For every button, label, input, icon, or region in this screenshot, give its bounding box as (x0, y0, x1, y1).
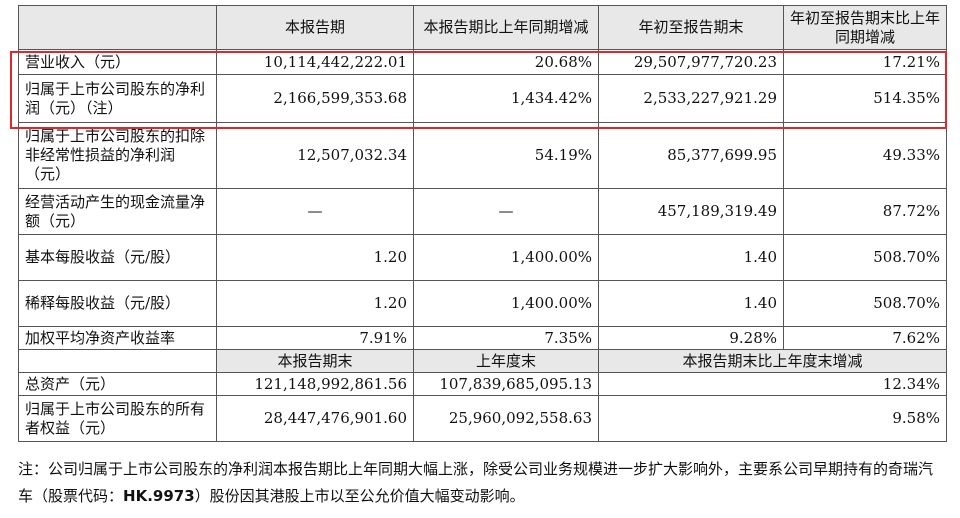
cell-value: 7.62% (783, 326, 947, 350)
cell-value: 28,447,476,901.60 (216, 395, 414, 442)
stock-code: HK.9973 (123, 487, 195, 505)
cell-value: 1,400.00% (413, 280, 599, 327)
header-blank-cell (18, 5, 217, 50)
footnote-text-end: ）股份因其港股上市以至公允价值大幅变动影响。 (194, 487, 525, 505)
table-row: 归属于上市公司股东的扣除非经常性损益的净利润（元） 12,507,032.34 … (18, 122, 947, 189)
cell-value: 457,189,319.49 (598, 188, 784, 235)
subheader-change: 本报告期末比上年度末增减 (598, 349, 947, 373)
cell-value: 121,148,992,861.56 (216, 372, 414, 396)
cell-value: 87.72% (783, 188, 947, 235)
row-label: 营业收入（元） (18, 49, 217, 75)
table-subheader-row: 本报告期末 上年度末 本报告期末比上年度末增减 (18, 349, 947, 373)
cell-value: — (216, 188, 414, 235)
footnote-text: 注：公司归属于上市公司股东的净利润本报告期比上年同期大幅上涨，除受公司业务规模进… (18, 460, 934, 505)
row-label: 基本每股收益（元/股） (18, 234, 217, 281)
row-label: 归属于上市公司股东的净利润（元）（注） (18, 74, 217, 123)
table-row: 稀释每股收益（元/股） 1.20 1,400.00% 1.40 508.70% (18, 280, 947, 327)
cell-value: 9.28% (598, 326, 784, 350)
cell-value: 2,533,227,921.29 (598, 74, 784, 123)
footnote: 注：公司归属于上市公司股东的净利润本报告期比上年同期大幅上涨，除受公司业务规模进… (18, 456, 946, 510)
row-label: 稀释每股收益（元/股） (18, 280, 217, 327)
cell-value: 12.34% (598, 372, 947, 396)
table-row: 营业收入（元） 10,114,442,222.01 20.68% 29,507,… (18, 49, 947, 75)
financial-data-table: 本报告期 本报告期比上年同期增减 年初至报告期末 年初至报告期末比上年同期增减 … (18, 5, 947, 442)
cell-value: 9.58% (598, 395, 947, 442)
cell-value: 1.20 (216, 280, 414, 327)
cell-value: 2,166,599,353.68 (216, 74, 414, 123)
cell-value: 10,114,442,222.01 (216, 49, 414, 75)
table-row: 归属于上市公司股东的净利润（元）（注） 2,166,599,353.68 1,4… (18, 74, 947, 123)
row-label: 经营活动产生的现金流量净额（元） (18, 188, 217, 235)
subheader-blank-cell (18, 349, 217, 373)
cell-value: 49.33% (783, 122, 947, 189)
cell-value: 17.21% (783, 49, 947, 75)
cell-value: 7.35% (413, 326, 599, 350)
subheader-period-end: 本报告期末 (216, 349, 414, 373)
row-label: 总资产（元） (18, 372, 217, 396)
cell-value: — (413, 188, 599, 235)
cell-value: 1.40 (598, 280, 784, 327)
table-row: 总资产（元） 121,148,992,861.56 107,839,685,09… (18, 372, 947, 396)
cell-value: 12,507,032.34 (216, 122, 414, 189)
cell-value: 508.70% (783, 280, 947, 327)
table-row: 加权平均净资产收益率 7.91% 7.35% 9.28% 7.62% (18, 326, 947, 350)
subheader-prior-year-end: 上年度末 (413, 349, 599, 373)
cell-value: 508.70% (783, 234, 947, 281)
cell-value: 54.19% (413, 122, 599, 189)
cell-value: 7.91% (216, 326, 414, 350)
cell-value: 107,839,685,095.13 (413, 372, 599, 396)
row-label: 加权平均净资产收益率 (18, 326, 217, 350)
table-row: 归属于上市公司股东的所有者权益（元） 28,447,476,901.60 25,… (18, 395, 947, 442)
table-header-row: 本报告期 本报告期比上年同期增减 年初至报告期末 年初至报告期末比上年同期增减 (18, 5, 947, 50)
cell-value: 25,960,092,558.63 (413, 395, 599, 442)
cell-value: 1,400.00% (413, 234, 599, 281)
cell-value: 1.20 (216, 234, 414, 281)
table-row: 基本每股收益（元/股） 1.20 1,400.00% 1.40 508.70% (18, 234, 947, 281)
cell-value: 29,507,977,720.23 (598, 49, 784, 75)
cell-value: 1,434.42% (413, 74, 599, 123)
cell-value: 20.68% (413, 49, 599, 75)
header-ytd-change: 年初至报告期末比上年同期增减 (783, 5, 947, 50)
cell-value: 514.35% (783, 74, 947, 123)
row-label: 归属于上市公司股东的所有者权益（元） (18, 395, 217, 442)
row-label: 归属于上市公司股东的扣除非经常性损益的净利润（元） (18, 122, 217, 189)
header-current-period: 本报告期 (216, 5, 414, 50)
header-ytd: 年初至报告期末 (598, 5, 784, 50)
header-current-period-change: 本报告期比上年同期增减 (413, 5, 599, 50)
table-row: 经营活动产生的现金流量净额（元） — — 457,189,319.49 87.7… (18, 188, 947, 235)
cell-value: 1.40 (598, 234, 784, 281)
cell-value: 85,377,699.95 (598, 122, 784, 189)
